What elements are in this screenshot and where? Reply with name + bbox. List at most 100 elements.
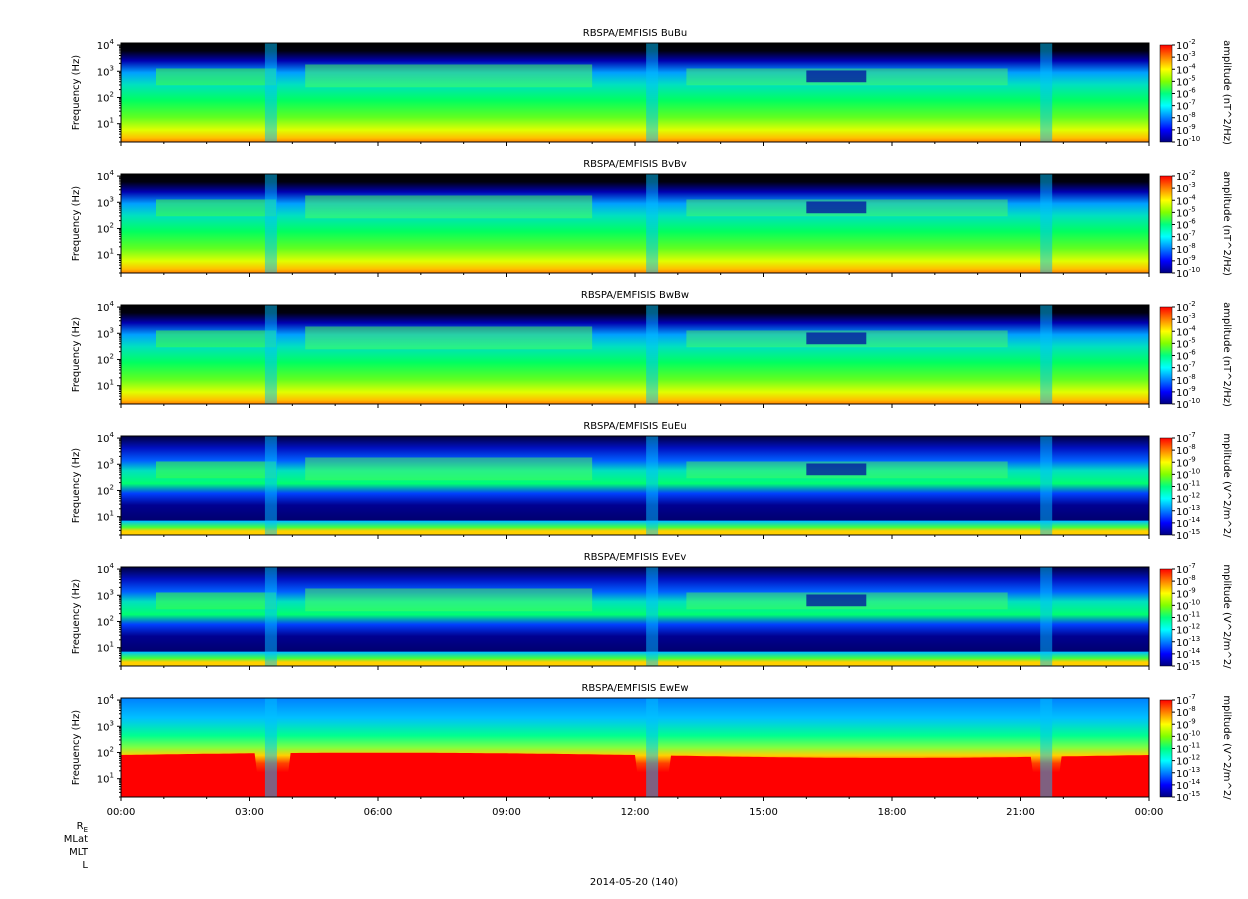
panels-group: RBSPA/EMFISIS BuBu Frequency (Hz) 101 102 10… bbox=[71, 28, 1232, 804]
panel-title: RBSPA/EMFISIS BvBv bbox=[583, 159, 687, 170]
colorbar-label: amplitude (nT^2/Hz) bbox=[1221, 171, 1232, 276]
panel-3: RBSPA/EMFISIS BwBw Frequency (Hz) 101 102 10… bbox=[71, 290, 1232, 411]
y-axis-label: Frequency (Hz) bbox=[71, 710, 82, 786]
perigee-feature bbox=[264, 174, 277, 273]
colorbar bbox=[1159, 568, 1173, 667]
ephemeris-label: MLT bbox=[69, 847, 89, 858]
colorbar-label: mplitude (V^2/m^2/ bbox=[1221, 433, 1232, 538]
y-tick-label: 103 bbox=[97, 195, 114, 209]
y-tick-label: 104 bbox=[97, 562, 115, 576]
perigee-feature bbox=[264, 698, 277, 797]
emission-band bbox=[156, 68, 276, 86]
y-tick-label: 101 bbox=[97, 641, 114, 655]
perigee-feature bbox=[1040, 698, 1053, 797]
colorbar-tick-label: 10-15 bbox=[1176, 528, 1200, 542]
perigee-feature bbox=[1040, 567, 1053, 666]
colorbar bbox=[1159, 44, 1173, 143]
emission-band bbox=[156, 330, 276, 348]
panel-title: RBSPA/EMFISIS EwEw bbox=[581, 683, 688, 694]
y-tick-label: 102 bbox=[97, 90, 114, 104]
emission-band bbox=[156, 461, 276, 479]
y-axis-label: Frequency (Hz) bbox=[71, 186, 82, 262]
emission-band bbox=[305, 195, 593, 219]
emission-band bbox=[305, 326, 593, 350]
perigee-feature bbox=[1040, 436, 1053, 535]
y-tick-label: 104 bbox=[97, 431, 115, 445]
colorbar bbox=[1159, 306, 1173, 405]
emission-band bbox=[305, 457, 593, 481]
emission-band bbox=[156, 592, 276, 610]
panel-title: RBSPA/EMFISIS BuBu bbox=[583, 28, 687, 39]
x-tick-label: 09:00 bbox=[492, 807, 521, 818]
y-tick-label: 104 bbox=[97, 300, 115, 314]
x-tick-label: 06:00 bbox=[364, 807, 393, 818]
colorbar-label: amplitude (nT^2/Hz) bbox=[1221, 302, 1232, 407]
y-tick-label: 102 bbox=[97, 614, 114, 628]
time-axis: 00:00 03:00 06:00 09:00 12:00 15:00 18:00 21:00… bbox=[107, 807, 1164, 818]
emission-gap bbox=[806, 594, 867, 607]
panel-title: RBSPA/EMFISIS EuEu bbox=[583, 421, 686, 432]
y-tick-label: 102 bbox=[97, 221, 114, 235]
y-tick-label: 103 bbox=[97, 326, 114, 340]
y-tick-label: 102 bbox=[97, 745, 114, 759]
emission-band bbox=[305, 588, 593, 612]
panel-title: RBSPA/EMFISIS EvEv bbox=[584, 552, 687, 563]
ephemeris-label: MLat bbox=[64, 834, 88, 845]
perigee-feature bbox=[646, 436, 659, 535]
spectrogram-image bbox=[121, 436, 1149, 535]
panel-2: RBSPA/EMFISIS BvBv Frequency (Hz) 101 102 10… bbox=[71, 159, 1232, 280]
colorbar-label: amplitude (nT^2/Hz) bbox=[1221, 40, 1232, 145]
y-tick-label: 102 bbox=[97, 352, 114, 366]
spectrogram-image bbox=[121, 567, 1149, 666]
perigee-feature bbox=[1040, 174, 1053, 273]
y-tick-label: 104 bbox=[97, 693, 115, 707]
y-tick-label: 101 bbox=[97, 379, 114, 393]
colorbar-tick-label: 10-10 bbox=[1176, 135, 1200, 149]
colorbar-tick-label: 10-15 bbox=[1176, 659, 1200, 673]
panel-4: RBSPA/EMFISIS EuEu Frequency (Hz) 101 102 10… bbox=[71, 421, 1232, 542]
perigee-feature bbox=[264, 305, 277, 404]
perigee-feature bbox=[264, 567, 277, 666]
x-tick-label: 00:00 bbox=[107, 807, 136, 818]
y-axis-label: Frequency (Hz) bbox=[71, 317, 82, 393]
perigee-feature bbox=[1040, 43, 1053, 142]
perigee-feature bbox=[264, 43, 277, 142]
y-tick-label: 104 bbox=[97, 38, 115, 52]
colorbar-tick-label: 10-10 bbox=[1176, 397, 1200, 411]
colorbar bbox=[1159, 175, 1173, 274]
colorbar bbox=[1159, 699, 1173, 798]
perigee-feature bbox=[646, 305, 659, 404]
emission-gap bbox=[806, 332, 867, 345]
y-tick-label: 104 bbox=[97, 169, 115, 183]
emission-gap bbox=[806, 201, 867, 214]
panel-title: RBSPA/EMFISIS BwBw bbox=[581, 290, 689, 301]
y-tick-label: 101 bbox=[97, 117, 114, 131]
y-tick-label: 103 bbox=[97, 64, 114, 78]
perigee-feature bbox=[646, 567, 659, 666]
y-axis-label: Frequency (Hz) bbox=[71, 448, 82, 524]
colorbar-label: mplitude (V^2/m^2/ bbox=[1221, 564, 1232, 669]
perigee-feature bbox=[646, 43, 659, 142]
spectrogram-image bbox=[121, 43, 1149, 142]
y-tick-label: 101 bbox=[97, 510, 114, 524]
x-tick-label: 18:00 bbox=[878, 807, 907, 818]
y-tick-label: 103 bbox=[97, 457, 114, 471]
x-tick-label: 00:00 bbox=[1135, 807, 1164, 818]
spectrogram-image bbox=[121, 174, 1149, 273]
panel-1: RBSPA/EMFISIS BuBu Frequency (Hz) 101 102 10… bbox=[71, 28, 1232, 149]
y-tick-label: 101 bbox=[97, 248, 114, 262]
x-tick-label: 15:00 bbox=[749, 807, 778, 818]
ephemeris-label: L bbox=[82, 860, 88, 871]
panel-6: RBSPA/EMFISIS EwEw Frequency (Hz) 101 102 10… bbox=[71, 683, 1232, 804]
emission-gap bbox=[806, 70, 867, 83]
y-tick-label: 103 bbox=[97, 719, 114, 733]
emission-band bbox=[305, 64, 593, 88]
colorbar-tick-label: 10-10 bbox=[1176, 266, 1200, 280]
x-tick-label: 03:00 bbox=[235, 807, 264, 818]
perigee-feature bbox=[646, 174, 659, 273]
perigee-feature bbox=[264, 436, 277, 535]
emission-band bbox=[156, 199, 276, 217]
panel-5: RBSPA/EMFISIS EvEv Frequency (Hz) 101 102 10… bbox=[71, 552, 1232, 673]
